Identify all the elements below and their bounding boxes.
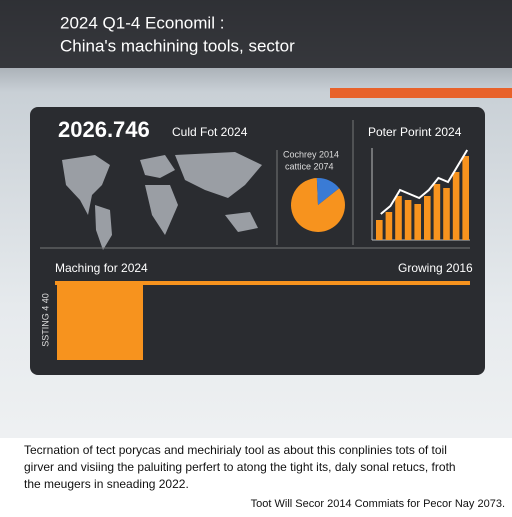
header-subtitle: China's machining tools, sector (60, 36, 295, 55)
bar (395, 196, 402, 240)
footer-bg (0, 438, 512, 512)
bar (443, 188, 450, 240)
bar (424, 196, 431, 240)
crane-beam (330, 88, 512, 98)
header-band (0, 0, 512, 68)
bar (414, 204, 421, 240)
bottom-left-label: Maching for 2024 (55, 261, 148, 275)
pie-chart (291, 178, 345, 232)
world-map (62, 152, 262, 250)
vertical-label: SSTING 4 40 (40, 293, 50, 347)
pie-label: Cochrey 2014 (283, 149, 339, 159)
pie-label: cattice 2074 (285, 161, 334, 171)
bottom-right-label: Growing 2016 (398, 261, 473, 275)
bar (433, 184, 441, 240)
footer-line: girver and visiing the paluiting perfert… (24, 460, 456, 474)
bar (385, 212, 393, 240)
pie-slice (316, 178, 340, 205)
footer-caption: Toot Will Secor 2014 Commiats for Pecor … (251, 498, 505, 510)
header-title: 2024 Q1-4 Economil : (60, 13, 224, 32)
bar (462, 156, 469, 240)
trend-line (380, 149, 469, 215)
pie-slice (291, 178, 345, 232)
headline-caption: Culd Fot 2024 (172, 125, 248, 139)
footer-line: the meugers in sneading 2022. (24, 477, 189, 491)
bar-chart-title: Poter Porint 2024 (368, 125, 462, 139)
bar-chart (376, 149, 469, 240)
bar (404, 200, 412, 240)
bar (376, 220, 383, 240)
progress-line (55, 281, 470, 285)
footer-text: Tecrnation of tect porycas and mechirial… (24, 443, 456, 491)
footer-line: Tecrnation of tect porycas and mechirial… (24, 443, 447, 457)
progress-block (57, 285, 143, 360)
bar (452, 172, 460, 240)
headline-value: 2026.746 (58, 117, 150, 142)
dashboard-panel (30, 107, 485, 375)
